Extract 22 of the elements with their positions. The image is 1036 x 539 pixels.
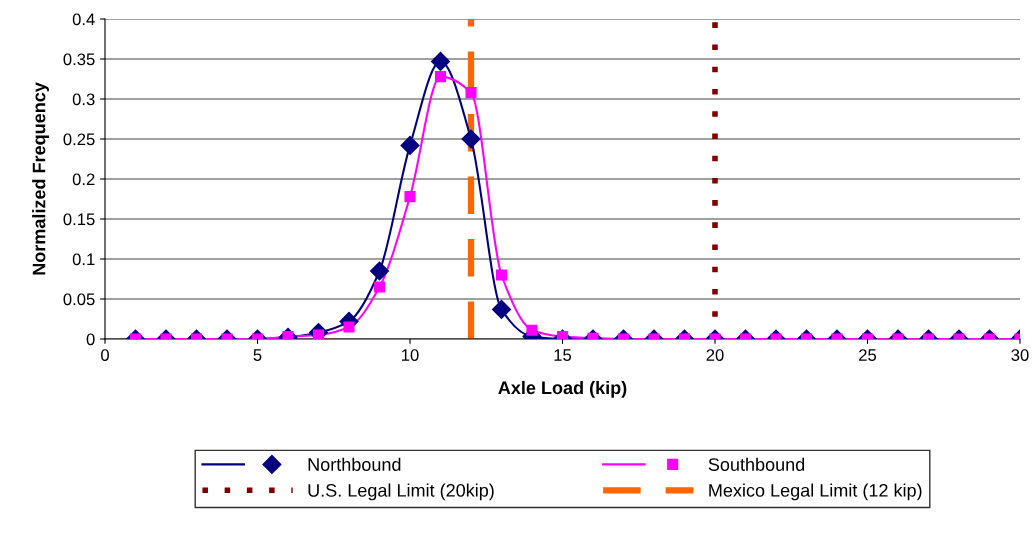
x-tick-label: 25 [859,349,877,361]
x-tick-label: 5 [253,349,262,361]
y-tick-label: 0 [86,333,95,346]
x-tick-label: 0 [101,349,109,361]
x-tick-label: 10 [402,349,419,361]
legend-label: U.S. Legal Limit (20kip) [308,483,494,501]
y-tick-label: 0.3 [72,93,95,106]
legend-label: Southbound [708,457,805,471]
y-tick-label: 0.2 [72,173,95,186]
legend-label: Mexico Legal Limit (12 kip) [709,483,922,501]
y-tick-label: 0.05 [63,293,95,306]
x-axis-title: Axle Load (kip) [498,380,627,398]
y-tick-label: 0.35 [63,53,95,66]
legend-label: Northbound [308,457,401,471]
x-tick-label: 30 [1011,349,1029,361]
y-axis-title: Normalized Frequency [32,82,49,275]
x-tick-label: 15 [554,349,572,361]
y-tick-label: 0.25 [63,133,95,146]
y-tick-label: 0.15 [63,213,95,226]
y-tick-label: 0.4 [72,13,95,26]
y-tick-label: 0.1 [72,253,95,266]
x-tick-label: 20 [706,349,724,361]
